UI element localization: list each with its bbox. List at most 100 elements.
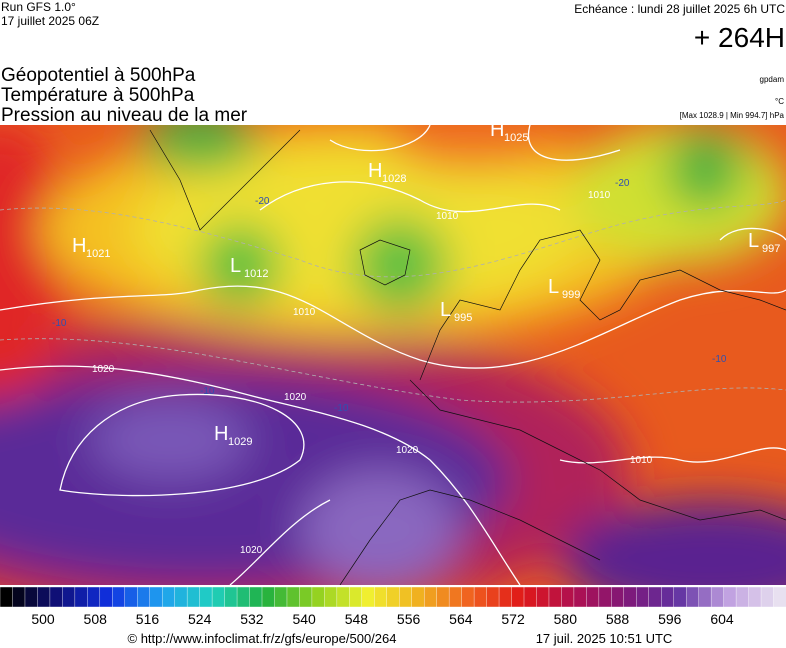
color-swatch (87, 586, 101, 608)
isobar-label: 1020 (396, 445, 419, 456)
color-swatch (773, 586, 786, 608)
color-swatch (598, 586, 613, 608)
color-swatch (611, 586, 625, 608)
color-swatch (12, 586, 26, 608)
color-swatch (161, 586, 176, 608)
center-letter: H (214, 423, 228, 445)
unit: [Max 1028.9 | Min 994.7] hPa (680, 111, 785, 120)
color-swatch (735, 586, 750, 608)
color-swatch (374, 586, 388, 608)
color-swatch (548, 586, 563, 608)
color-bar: 500 508 516 524 532 540 548 556 564 572 580 588 596 6… (0, 586, 786, 627)
color-swatch (24, 586, 39, 608)
center-letter: L (548, 276, 559, 298)
legend-tick: 564 (449, 611, 473, 627)
color-swatch (349, 586, 363, 608)
color-swatch (49, 586, 64, 608)
legend-tick: 540 (292, 611, 316, 627)
color-swatch (99, 586, 113, 608)
color-swatch (698, 586, 712, 608)
map (0, 125, 786, 585)
center-letter: L (230, 255, 241, 277)
isobar-label: 1010 (436, 211, 459, 222)
isobar-label: 1020 (240, 545, 263, 556)
isobar-label: 1010 (630, 455, 653, 466)
color-swatch (473, 586, 488, 608)
color-swatch (536, 586, 550, 608)
center-value: 1025 (504, 132, 528, 144)
color-swatch (199, 586, 213, 608)
isobar-label: 1010 (588, 190, 611, 201)
center-letter: L (440, 299, 451, 321)
legend-tick: 572 (501, 611, 525, 627)
legend-tick: 532 (240, 611, 264, 627)
legend-tick: 580 (554, 611, 578, 627)
unit: °C (775, 97, 784, 106)
color-swatch (498, 586, 513, 608)
color-swatch (261, 586, 276, 608)
center-letter: H (368, 160, 382, 182)
color-swatch (448, 586, 463, 608)
isobar-label: 1020 (284, 392, 307, 403)
center-letter: L (748, 230, 759, 252)
isobar-label: 1010 (293, 307, 316, 318)
color-swatch (174, 586, 188, 608)
color-swatch (324, 586, 338, 608)
color-swatch (511, 586, 525, 608)
run-date: 17 juillet 2025 06Z (1, 14, 99, 28)
color-swatch (74, 586, 89, 608)
temp-label: -10 (52, 318, 67, 329)
color-swatch (236, 586, 251, 608)
unit: gpdam (760, 75, 785, 84)
legend-tick: 604 (710, 611, 734, 627)
center-value: 999 (562, 289, 580, 301)
timestamp: 17 juil. 2025 10:51 UTC (536, 631, 673, 646)
url: © http://www.infoclimat.fr/z/gfs/europe/… (128, 631, 397, 646)
color-swatch (561, 586, 575, 608)
color-swatch (685, 586, 700, 608)
center-value: 995 (454, 312, 472, 324)
center-value: 1028 (382, 173, 406, 185)
color-swatch (186, 586, 201, 608)
color-swatch (37, 586, 51, 608)
color-swatch (336, 586, 351, 608)
color-swatch (149, 586, 163, 608)
color-swatch (361, 586, 375, 608)
legend-tick: 596 (658, 611, 682, 627)
legend-tick: 556 (397, 611, 421, 627)
color-swatch (673, 586, 687, 608)
legend-tick: 548 (345, 611, 369, 627)
color-swatch (224, 586, 238, 608)
color-swatch (137, 586, 151, 608)
color-swatch (311, 586, 326, 608)
center-letter: H (490, 119, 504, 141)
color-swatch (748, 586, 762, 608)
temp-label: -10 (712, 354, 727, 365)
layer: Géopotentiel à 500hPa (1, 65, 196, 86)
center-value: 1029 (228, 436, 252, 448)
color-swatch (436, 586, 450, 608)
layer: Pression au niveau de la mer (1, 105, 248, 126)
color-swatch (573, 586, 588, 608)
temp-label: -20 (615, 178, 630, 189)
temp-label: -20 (255, 196, 270, 207)
color-swatch (286, 586, 301, 608)
temp-label: -10 (200, 386, 215, 397)
color-swatch (62, 586, 76, 608)
color-swatch (648, 586, 662, 608)
center-value: 997 (762, 243, 780, 255)
run: Run GFS 1.0° (1, 0, 76, 14)
color-swatch (423, 586, 438, 608)
legend-tick: 524 (188, 611, 212, 627)
color-swatch (623, 586, 637, 608)
color-swatch (124, 586, 138, 608)
color-swatch (274, 586, 288, 608)
color-swatch (636, 586, 650, 608)
color-swatch (661, 586, 675, 608)
color-swatch (299, 586, 313, 608)
temp-label: -10 (334, 403, 349, 414)
color-swatch (710, 586, 725, 608)
color-swatch (411, 586, 425, 608)
